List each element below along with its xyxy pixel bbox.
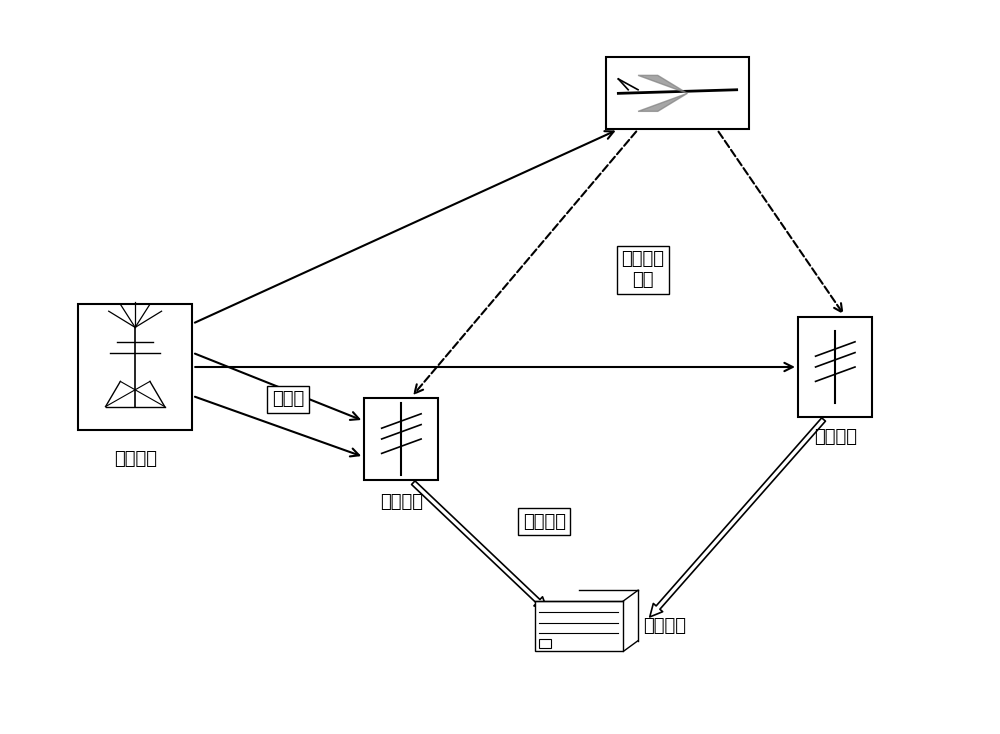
Text: 直达波: 直达波	[272, 390, 304, 408]
Text: 数据传输: 数据传输	[523, 513, 566, 531]
Bar	[798, 316, 872, 418]
Bar	[539, 639, 551, 648]
Polygon shape	[638, 93, 687, 112]
Text: 目标散射
回波: 目标散射 回波	[621, 250, 664, 289]
Bar	[606, 57, 749, 129]
Bar	[535, 601, 623, 652]
Text: 数据中心: 数据中心	[643, 617, 686, 635]
Text: 接收天线: 接收天线	[814, 428, 857, 446]
Text: 接收天线: 接收天线	[380, 493, 423, 511]
Bar	[364, 398, 438, 481]
Text: 外辐射源: 外辐射源	[114, 450, 157, 468]
Polygon shape	[638, 76, 687, 93]
Bar	[78, 304, 192, 430]
